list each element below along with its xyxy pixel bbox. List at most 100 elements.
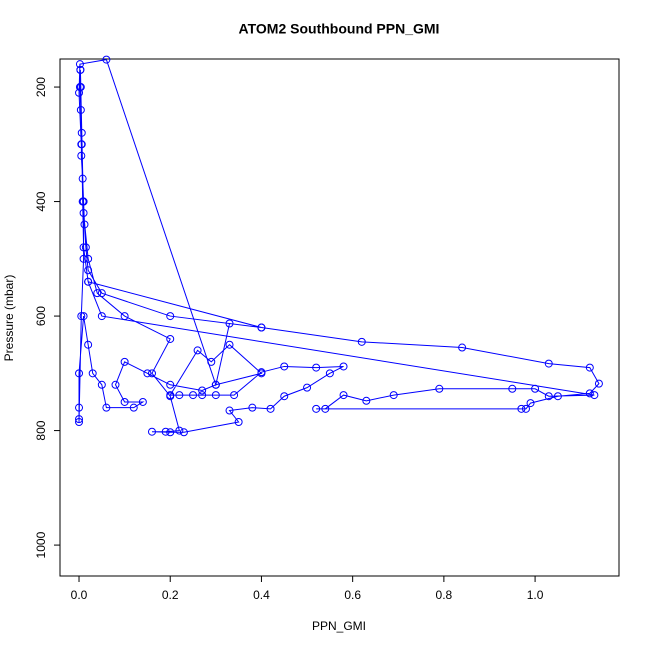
point	[77, 312, 86, 321]
point	[225, 340, 234, 349]
point	[362, 396, 371, 405]
point	[266, 404, 275, 413]
point	[143, 369, 152, 378]
point	[75, 60, 84, 69]
point	[147, 427, 156, 436]
chart-title: ATOM2 Southbound PPN_GMI	[239, 21, 440, 37]
point	[198, 386, 207, 395]
point	[102, 403, 111, 412]
point	[189, 391, 198, 400]
point	[75, 417, 84, 426]
point	[198, 391, 207, 400]
point	[75, 369, 84, 378]
point	[102, 55, 111, 64]
y-tick-label: 800	[34, 420, 48, 440]
point	[553, 392, 562, 401]
point	[97, 289, 106, 298]
point	[161, 427, 170, 436]
x-tick-label: 1.0	[527, 588, 544, 602]
point	[312, 363, 321, 372]
point	[211, 380, 220, 389]
point	[166, 312, 175, 321]
point	[88, 369, 97, 378]
point	[211, 391, 220, 400]
point	[76, 83, 85, 92]
point	[544, 392, 553, 401]
x-tick-label: 0.2	[162, 588, 179, 602]
point	[75, 403, 84, 412]
point	[111, 380, 120, 389]
point	[280, 362, 289, 371]
plot-frame	[59, 58, 620, 577]
y-axis-label: Pressure (mbar)	[2, 275, 16, 362]
point	[234, 417, 243, 426]
point	[248, 403, 257, 412]
point	[97, 312, 106, 321]
point	[585, 363, 594, 372]
point	[321, 404, 330, 413]
point	[389, 391, 398, 400]
point	[526, 399, 535, 408]
point	[544, 359, 553, 368]
point	[175, 391, 184, 400]
point	[585, 389, 594, 398]
point	[84, 266, 93, 275]
y-tick-label: 400	[34, 191, 48, 211]
x-tick-label: 0.6	[344, 588, 361, 602]
point	[280, 392, 289, 401]
point	[93, 289, 102, 298]
point	[257, 369, 266, 378]
point	[77, 128, 86, 137]
point	[120, 357, 129, 366]
point	[521, 404, 530, 413]
point	[79, 243, 88, 252]
point	[531, 384, 540, 393]
point	[84, 277, 93, 286]
point	[147, 369, 156, 378]
point	[357, 337, 366, 346]
point	[79, 254, 88, 263]
y-tick-label: 1000	[34, 531, 48, 558]
point	[79, 209, 88, 218]
point	[339, 391, 348, 400]
point	[303, 383, 312, 392]
point	[80, 220, 89, 229]
point	[225, 406, 234, 415]
point	[79, 312, 88, 321]
point	[166, 391, 175, 400]
point	[79, 197, 88, 206]
series-line	[78, 59, 600, 433]
point	[81, 243, 90, 252]
point	[76, 65, 85, 74]
y-tick-label: 600	[34, 306, 48, 326]
point	[75, 88, 84, 97]
point	[517, 404, 526, 413]
point	[193, 346, 202, 355]
point	[166, 428, 175, 437]
point	[76, 105, 85, 114]
x-tick-label: 0.4	[253, 588, 270, 602]
point	[77, 151, 86, 160]
point	[120, 312, 129, 321]
x-tick-label: 0.8	[436, 588, 453, 602]
point	[179, 428, 188, 437]
point	[97, 380, 106, 389]
x-axis-label: PPN_GMI	[312, 619, 366, 633]
point	[120, 397, 129, 406]
x-tick-label: 0.0	[71, 588, 88, 602]
point	[77, 140, 86, 149]
point	[129, 403, 138, 412]
point	[166, 334, 175, 343]
point	[435, 384, 444, 393]
point	[78, 174, 87, 183]
point	[508, 384, 517, 393]
point	[84, 340, 93, 349]
point	[339, 362, 348, 371]
point	[458, 343, 467, 352]
point	[325, 369, 334, 378]
point	[138, 397, 147, 406]
point	[230, 391, 239, 400]
point	[312, 404, 321, 413]
point	[207, 357, 216, 366]
